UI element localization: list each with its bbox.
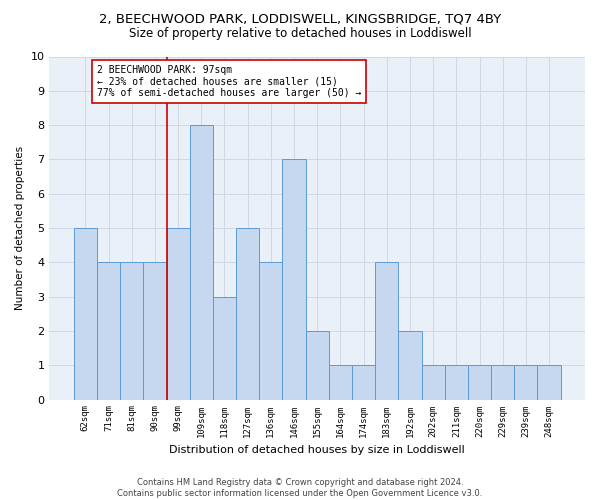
Bar bbox=[352, 365, 375, 400]
Bar bbox=[259, 262, 283, 400]
Bar bbox=[143, 262, 167, 400]
Bar bbox=[213, 296, 236, 400]
Bar bbox=[422, 365, 445, 400]
Bar bbox=[305, 331, 329, 400]
Bar bbox=[514, 365, 538, 400]
Bar bbox=[468, 365, 491, 400]
Bar bbox=[329, 365, 352, 400]
Bar bbox=[538, 365, 560, 400]
X-axis label: Distribution of detached houses by size in Loddiswell: Distribution of detached houses by size … bbox=[169, 445, 465, 455]
Bar bbox=[283, 160, 305, 400]
Bar bbox=[120, 262, 143, 400]
Bar bbox=[445, 365, 468, 400]
Text: 2, BEECHWOOD PARK, LODDISWELL, KINGSBRIDGE, TQ7 4BY: 2, BEECHWOOD PARK, LODDISWELL, KINGSBRID… bbox=[99, 12, 501, 26]
Bar bbox=[97, 262, 120, 400]
Y-axis label: Number of detached properties: Number of detached properties bbox=[15, 146, 25, 310]
Bar bbox=[491, 365, 514, 400]
Bar bbox=[398, 331, 422, 400]
Bar bbox=[375, 262, 398, 400]
Bar bbox=[74, 228, 97, 400]
Bar bbox=[190, 125, 213, 400]
Text: Size of property relative to detached houses in Loddiswell: Size of property relative to detached ho… bbox=[128, 28, 472, 40]
Bar bbox=[167, 228, 190, 400]
Bar bbox=[236, 228, 259, 400]
Text: Contains HM Land Registry data © Crown copyright and database right 2024.
Contai: Contains HM Land Registry data © Crown c… bbox=[118, 478, 482, 498]
Text: 2 BEECHWOOD PARK: 97sqm
← 23% of detached houses are smaller (15)
77% of semi-de: 2 BEECHWOOD PARK: 97sqm ← 23% of detache… bbox=[97, 65, 361, 98]
